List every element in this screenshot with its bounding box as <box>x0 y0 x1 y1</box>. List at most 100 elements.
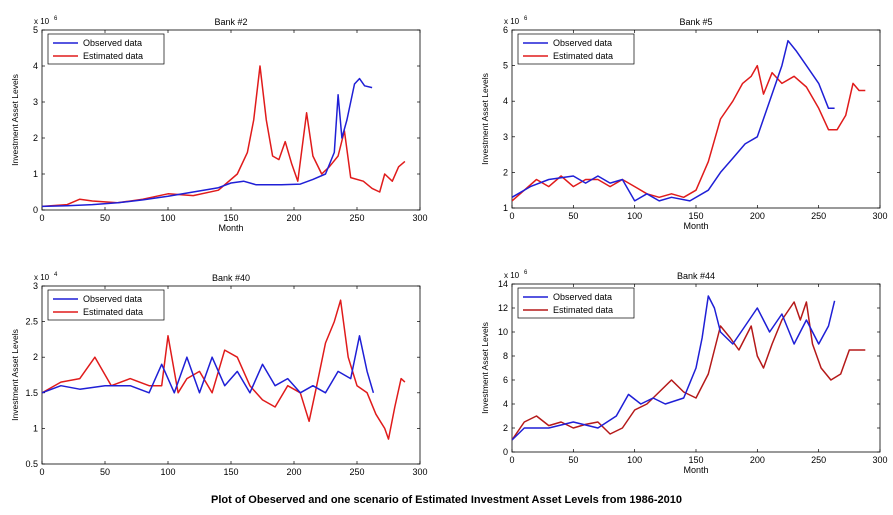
legend-entry: Observed data <box>553 38 612 48</box>
exponent-power: 6 <box>54 16 58 22</box>
legend-box <box>517 287 635 319</box>
y-tick-label: 8 <box>503 351 508 361</box>
legend: Observed data Estimated data <box>47 33 165 65</box>
chart-title: Bank #5 <box>679 17 712 27</box>
y-tick-label: 2 <box>33 133 38 143</box>
x-axis-label: Month <box>683 465 708 475</box>
legend-box <box>517 33 635 65</box>
y-tick-label: 1 <box>33 423 38 433</box>
x-tick-label: 300 <box>412 213 427 223</box>
y-axis-label: Investment Asset Levels <box>480 322 490 414</box>
legend-entry: Estimated data <box>83 51 143 61</box>
x-tick-label: 100 <box>627 211 642 221</box>
chart-title: Bank #2 <box>214 17 247 27</box>
x-tick-label: 0 <box>509 455 514 465</box>
y-tick-label: 2 <box>503 423 508 433</box>
y-tick-label: 5 <box>33 25 38 35</box>
x-tick-label: 150 <box>688 455 703 465</box>
y-tick-label: 4 <box>33 61 38 71</box>
x-tick-label: 100 <box>160 467 175 477</box>
y-tick-label: 6 <box>503 25 508 35</box>
legend: Observed data Estimated data <box>47 289 165 321</box>
chart-panel-4: Bank #44 0 50 100 150 200 250 300 0 2 4 6 8 10 12 14x 1… <box>480 270 888 475</box>
x-tick-label: 300 <box>872 455 887 465</box>
series-line-estimated <box>512 301 866 441</box>
legend-entry: Observed data <box>83 294 142 304</box>
x-tick-label: 250 <box>811 211 826 221</box>
series-line-estimated <box>42 65 406 208</box>
x-tick-label: 50 <box>568 455 578 465</box>
y-tick-label: 3 <box>503 132 508 142</box>
legend-entry: Estimated data <box>553 305 613 315</box>
series-line-estimated <box>512 64 866 202</box>
x-tick-label: 100 <box>160 213 175 223</box>
chart-title: Bank #40 <box>212 273 250 283</box>
legend-entry: Observed data <box>553 292 612 302</box>
series-line-observed <box>512 39 835 202</box>
exponent-label: x 10 <box>504 17 520 26</box>
y-tick-label: 10 <box>498 327 508 337</box>
legend-entry: Estimated data <box>83 307 143 317</box>
legend-box <box>47 33 165 65</box>
x-tick-label: 150 <box>223 213 238 223</box>
y-axis-label: Investment Asset Levels <box>10 74 20 166</box>
y-tick-label: 6 <box>503 375 508 385</box>
series-line-observed <box>512 295 836 441</box>
x-axis-label: Month <box>218 223 243 233</box>
legend-entry: Estimated data <box>553 51 613 61</box>
legend: Observed data Estimated data <box>517 33 635 65</box>
exponent-label: x 10 <box>504 271 520 280</box>
x-tick-label: 100 <box>627 455 642 465</box>
chart-panel-3: Bank #40 0 50 100 150 200 250 300 0.5 1 1.5 2 2.5 3x … <box>10 272 428 477</box>
y-tick-label: 4 <box>503 399 508 409</box>
x-tick-label: 150 <box>223 467 238 477</box>
y-axis-label: Investment Asset Levels <box>480 73 490 165</box>
exponent-power: 6 <box>524 16 528 22</box>
y-tick-label: 3 <box>33 281 38 291</box>
y-tick-label: 2.5 <box>25 317 38 327</box>
y-tick-label: 1 <box>503 203 508 213</box>
x-tick-label: 200 <box>750 455 765 465</box>
series-line-observed <box>42 77 373 208</box>
y-tick-label: 14 <box>498 279 508 289</box>
x-tick-label: 200 <box>286 467 301 477</box>
y-tick-label: 0 <box>503 447 508 457</box>
x-tick-label: 150 <box>688 211 703 221</box>
exponent-power: 6 <box>524 270 528 276</box>
y-tick-label: 3 <box>33 97 38 107</box>
exponent-power: 4 <box>54 272 58 278</box>
y-tick-label: 0 <box>33 205 38 215</box>
y-axis-label: Investment Asset Levels <box>10 329 20 421</box>
figure-caption: Plot of Obeserved and one scenario of Es… <box>211 494 682 506</box>
x-tick-label: 0 <box>39 213 44 223</box>
x-tick-label: 50 <box>100 213 110 223</box>
chart-panel-1: Bank #2 0 50 100 150 200 250 300 0 1 2 3 4 5x 10 6 Mont… <box>10 16 428 233</box>
y-tick-label: 5 <box>503 61 508 71</box>
y-tick-label: 1.5 <box>25 388 38 398</box>
x-tick-label: 200 <box>750 211 765 221</box>
exponent-label: x 10 <box>34 17 50 26</box>
legend: Observed data Estimated data <box>517 287 635 319</box>
y-tick-label: 1 <box>33 169 38 179</box>
x-tick-label: 200 <box>286 213 301 223</box>
y-tick-label: 2 <box>33 352 38 362</box>
y-tick-label: 4 <box>503 96 508 106</box>
x-tick-label: 50 <box>568 211 578 221</box>
x-tick-label: 0 <box>39 467 44 477</box>
y-tick-label: 12 <box>498 303 508 313</box>
x-tick-label: 250 <box>349 213 364 223</box>
legend-entry: Observed data <box>83 38 142 48</box>
x-tick-label: 300 <box>412 467 427 477</box>
x-tick-label: 250 <box>811 455 826 465</box>
x-tick-label: 50 <box>100 467 110 477</box>
exponent-label: x 10 <box>34 273 50 282</box>
y-tick-label: 0.5 <box>25 459 38 469</box>
chart-title: Bank #44 <box>677 271 715 281</box>
series-line-estimated <box>42 299 406 440</box>
x-axis-label: Month <box>683 221 708 231</box>
x-tick-label: 250 <box>349 467 364 477</box>
y-tick-label: 2 <box>503 167 508 177</box>
series-line-observed <box>42 335 375 394</box>
